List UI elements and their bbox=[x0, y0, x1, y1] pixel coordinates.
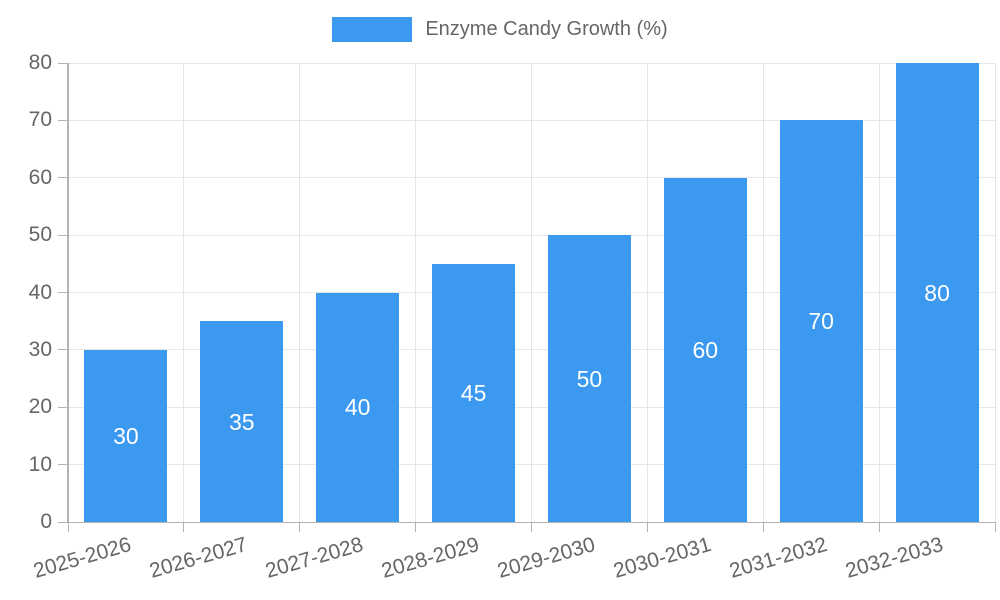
y-axis-tick-mark bbox=[58, 177, 68, 179]
bar-value-label: 30 bbox=[113, 422, 139, 449]
y-axis-line bbox=[67, 63, 69, 522]
bar-value-label: 45 bbox=[460, 379, 487, 406]
x-tick-label: 2029-2030 bbox=[494, 533, 598, 583]
x-axis-tick-mark bbox=[415, 522, 417, 532]
gridline-vertical bbox=[183, 63, 185, 522]
x-axis-tick-mark bbox=[531, 522, 532, 532]
gridline-vertical bbox=[878, 63, 880, 522]
bar[interactable] bbox=[316, 292, 400, 522]
x-tick-label: 2032-2033 bbox=[842, 533, 946, 583]
legend-label: Enzyme Candy Growth (%) bbox=[425, 18, 668, 40]
x-axis-line bbox=[67, 521, 995, 523]
y-tick-label: 70 bbox=[28, 108, 52, 132]
gridline-vertical bbox=[531, 63, 532, 522]
y-axis-tick-mark bbox=[58, 464, 68, 466]
bar[interactable] bbox=[200, 321, 284, 522]
y-axis-tick-mark bbox=[58, 349, 68, 351]
x-tick-label: 2028-2029 bbox=[379, 533, 482, 583]
x-tick-label: 2031-2032 bbox=[726, 533, 830, 583]
y-tick-label: 60 bbox=[28, 165, 52, 189]
gridline-vertical bbox=[646, 63, 648, 522]
y-tick-label: 0 bbox=[40, 510, 52, 533]
y-axis-tick-mark bbox=[58, 234, 68, 236]
bar-value-label: 70 bbox=[808, 308, 834, 335]
bar[interactable] bbox=[663, 177, 747, 523]
x-axis-tick-mark bbox=[762, 522, 764, 532]
y-axis-tick-mark bbox=[58, 292, 68, 293]
y-tick-label: 30 bbox=[28, 337, 52, 361]
bar-value-label: 80 bbox=[924, 279, 950, 306]
chart-legend: Enzyme Candy Growth (%) bbox=[0, 17, 1000, 42]
bar[interactable] bbox=[432, 263, 516, 522]
y-axis-tick-mark bbox=[58, 521, 68, 523]
y-axis-tick-mark bbox=[58, 119, 68, 121]
bar-value-label: 60 bbox=[692, 336, 719, 363]
gridline-vertical bbox=[994, 63, 996, 522]
bar-value-label: 35 bbox=[229, 408, 255, 435]
gridline-vertical bbox=[299, 63, 301, 522]
y-tick-label: 10 bbox=[28, 452, 52, 476]
gridline-vertical bbox=[415, 63, 417, 522]
bar[interactable] bbox=[895, 63, 979, 522]
x-axis-tick-mark bbox=[878, 522, 880, 532]
x-axis-tick-mark bbox=[994, 522, 996, 532]
bar-value-label: 40 bbox=[344, 394, 371, 421]
y-tick-label: 80 bbox=[28, 51, 52, 74]
x-axis-tick-mark bbox=[646, 522, 648, 532]
y-tick-label: 40 bbox=[28, 280, 52, 304]
x-axis-tick-mark bbox=[299, 522, 301, 532]
x-tick-label: 2027-2028 bbox=[263, 533, 367, 583]
y-tick-label: 20 bbox=[28, 395, 52, 419]
bar-value-label: 50 bbox=[576, 365, 603, 392]
legend-swatch bbox=[332, 17, 413, 42]
x-tick-label: 2025-2026 bbox=[31, 533, 135, 583]
x-axis-tick-mark bbox=[67, 522, 69, 532]
x-axis-tick-mark bbox=[183, 522, 185, 532]
legend-item[interactable]: Enzyme Candy Growth (%) bbox=[332, 17, 668, 42]
bar[interactable] bbox=[84, 349, 168, 522]
y-axis-tick-mark bbox=[58, 406, 68, 408]
x-tick-label: 2026-2027 bbox=[147, 533, 251, 583]
bar[interactable] bbox=[779, 120, 863, 522]
bar[interactable] bbox=[547, 235, 631, 522]
gridline-vertical bbox=[762, 63, 764, 522]
y-axis-tick-mark bbox=[58, 62, 68, 64]
x-tick-label: 2030-2031 bbox=[610, 533, 714, 583]
y-tick-label: 50 bbox=[28, 223, 52, 247]
